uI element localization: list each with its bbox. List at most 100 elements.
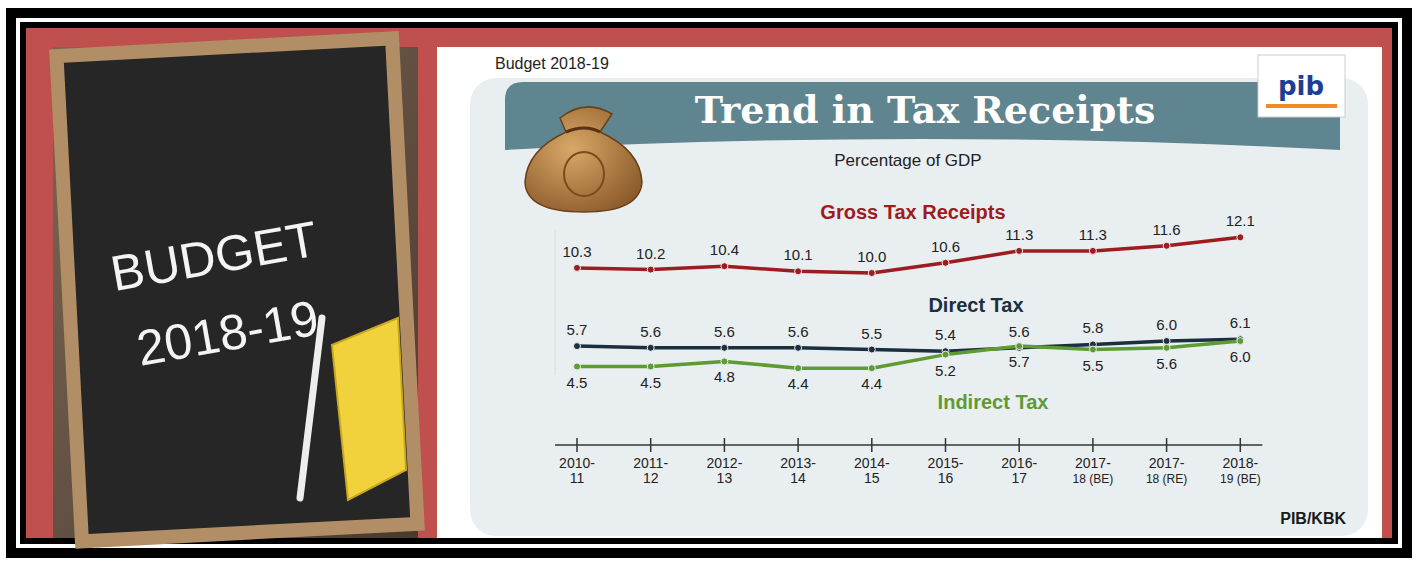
x-tick-label-line: 19 (BE)	[1220, 472, 1261, 486]
red-frame	[26, 28, 1392, 538]
x-tick-label-line: 2013-	[780, 455, 816, 471]
header-label: Budget 2018-19	[495, 55, 609, 72]
series-point	[942, 259, 949, 266]
series-point	[1163, 344, 1170, 351]
logo-text: pib	[1278, 71, 1324, 101]
bag-emblem	[564, 152, 604, 196]
series-point	[1237, 338, 1244, 345]
chalk	[300, 318, 322, 498]
x-tick-label-line: 12	[643, 470, 659, 486]
data-label: 5.6	[788, 323, 809, 340]
bag-tie	[566, 128, 600, 132]
data-label: 10.1	[783, 246, 812, 263]
series-point	[868, 365, 875, 372]
x-tick	[871, 438, 873, 452]
x-tick-label-line: 18 (BE)	[1073, 472, 1114, 486]
series-point	[868, 346, 875, 353]
page: BUDGET2018-19 Budget 2018-19 Trend in Tax …	[0, 0, 1418, 564]
series-point	[1089, 247, 1096, 254]
x-tick-label-line: 11	[570, 470, 585, 486]
series-line	[577, 341, 1240, 368]
series-point	[647, 363, 654, 370]
x-tick	[1166, 438, 1168, 452]
board-text-group: BUDGET2018-19	[107, 211, 335, 379]
plot-area	[574, 234, 1244, 372]
sponge	[332, 318, 406, 500]
series-point	[1163, 242, 1170, 249]
data-label: 10.2	[636, 245, 665, 262]
board-text: BUDGET	[107, 211, 322, 302]
series-point	[721, 358, 728, 365]
series-point	[868, 270, 875, 277]
x-tick-label-line: 2017-	[1075, 455, 1111, 471]
chart-panel	[437, 47, 1382, 538]
data-label: 4.5	[640, 374, 661, 391]
title-band	[505, 82, 1340, 150]
x-tick-label-line: 17	[1011, 470, 1027, 486]
data-label: 5.6	[1156, 355, 1177, 372]
series-point	[795, 365, 802, 372]
chart-subtitle: Percentage of GDP	[834, 151, 981, 170]
data-label: 11.6	[1153, 221, 1181, 238]
x-tick-label-line: 2015-	[928, 455, 964, 471]
x-tick-label: 2014-15	[854, 455, 890, 486]
data-label: 5.7	[567, 321, 588, 338]
x-tick-label-line: 16	[938, 470, 954, 486]
series-point	[721, 344, 728, 351]
x-tick-label: 2017-18 (RE)	[1146, 455, 1187, 486]
series-name: Gross Tax Receipts	[820, 201, 1005, 223]
series-name: Indirect Tax	[938, 391, 1049, 413]
data-label: 11.3	[1079, 226, 1107, 243]
data-label: 5.6	[640, 323, 661, 340]
series-point	[942, 351, 949, 358]
outer-frame	[6, 8, 1412, 558]
x-tick	[1240, 438, 1242, 452]
x-tick	[1018, 438, 1020, 452]
white-gap	[16, 18, 1402, 548]
series-name: Direct Tax	[928, 294, 1023, 316]
data-label: 10.3	[562, 243, 591, 260]
data-label: 12.1	[1226, 212, 1255, 229]
x-tick-label: 2010-11	[559, 455, 595, 486]
x-tick-label-line: 15	[864, 470, 880, 486]
x-tick-label-line: 2014-	[854, 455, 890, 471]
x-tick	[797, 438, 799, 452]
data-label: 5.4	[935, 326, 956, 343]
x-tick-label: 2016-17	[1001, 455, 1037, 486]
x-tick-label-line: 13	[717, 470, 733, 486]
series-line	[577, 237, 1240, 273]
data-label: 5.5	[861, 325, 882, 342]
data-label: 6.0	[1230, 348, 1251, 365]
series-point	[1016, 343, 1023, 350]
data-label: 5.2	[935, 362, 956, 379]
x-tick	[576, 438, 578, 452]
data-label: 5.6	[714, 323, 735, 340]
x-tick-label-line: 2010-	[559, 455, 595, 471]
data-label: 10.6	[931, 238, 960, 255]
data-label: 6.0	[1156, 316, 1177, 333]
x-tick-label-line: 14	[790, 470, 806, 486]
data-label: 11.3	[1005, 226, 1033, 243]
series-point	[795, 344, 802, 351]
data-label: 5.8	[1082, 319, 1103, 336]
y-axis-line	[555, 231, 556, 376]
series-point	[574, 264, 581, 271]
board-frame	[49, 31, 425, 549]
series-point	[795, 268, 802, 275]
x-tick-label-line: 2012-	[706, 455, 742, 471]
series-point	[647, 266, 654, 273]
logo-box	[1258, 55, 1345, 117]
x-tick-label-line: 2017-	[1149, 455, 1185, 471]
money-bag	[525, 107, 642, 212]
data-label: 10.0	[857, 248, 886, 265]
x-tick-label: 2015-16	[928, 455, 964, 486]
inner-frame	[20, 22, 1398, 544]
chart-title: Trend in Tax Receipts	[695, 87, 1156, 132]
x-tick-label: 2017-18 (BE)	[1073, 455, 1114, 486]
series-point	[1237, 234, 1244, 241]
x-tick	[1092, 438, 1094, 452]
series-point	[574, 343, 581, 350]
source: PIB/KBK	[1280, 510, 1346, 527]
chart-card	[470, 78, 1368, 536]
logo-stripe	[1266, 104, 1337, 108]
